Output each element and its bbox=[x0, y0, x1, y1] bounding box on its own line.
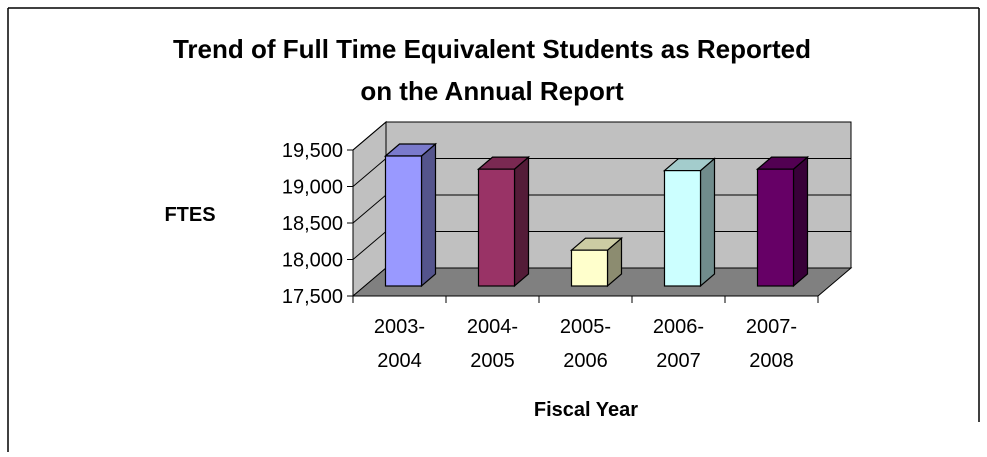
bar bbox=[569, 236, 624, 288]
x-tick-label-line-2: 2004 bbox=[377, 350, 422, 372]
plot-area: 17,500 18,000 18,500 19,000 19,500 2003- 2004 2… bbox=[282, 120, 853, 372]
bar bbox=[476, 155, 531, 288]
bar-front bbox=[570, 249, 609, 287]
y-tick-label: 18,500 bbox=[282, 213, 343, 235]
bar-front bbox=[477, 168, 516, 287]
x-tick-label-line-1: 2007- bbox=[746, 316, 797, 338]
x-tick-label-line-1: 2004- bbox=[467, 316, 518, 338]
x-tick-label-line-2: 2006 bbox=[563, 350, 608, 372]
x-tick-label-line-1: 2006- bbox=[653, 316, 704, 338]
x-tick-label-line-2: 2005 bbox=[470, 350, 515, 372]
bar bbox=[755, 155, 810, 288]
y-tick-label: 17,500 bbox=[282, 286, 343, 308]
x-tick-label-line-2: 2007 bbox=[656, 350, 701, 372]
x-tick-label-line-1: 2005- bbox=[560, 316, 611, 338]
bar bbox=[662, 157, 717, 288]
chart-title-line-1: Trend of Full Time Equivalent Students a… bbox=[173, 34, 811, 64]
bar-side bbox=[420, 142, 437, 288]
x-tick-label-line-2: 2008 bbox=[749, 350, 794, 372]
bars bbox=[383, 142, 810, 288]
bar bbox=[383, 142, 438, 288]
bar-side bbox=[699, 157, 716, 288]
y-axis-label: FTES bbox=[164, 204, 215, 226]
y-tick-label: 19,500 bbox=[282, 140, 343, 162]
chart-title-line-2: on the Annual Report bbox=[360, 76, 624, 106]
bar-side bbox=[513, 155, 530, 288]
bar-side bbox=[792, 155, 809, 288]
y-tick-label: 18,000 bbox=[282, 250, 343, 272]
bar-front bbox=[663, 170, 702, 287]
bar-front bbox=[384, 155, 423, 287]
bar-front bbox=[756, 168, 795, 287]
x-axis-label: Fiscal Year bbox=[534, 399, 638, 421]
x-tick-label-line-1: 2003- bbox=[374, 316, 425, 338]
y-tick-label: 19,000 bbox=[282, 177, 343, 199]
gridline bbox=[352, 121, 851, 151]
